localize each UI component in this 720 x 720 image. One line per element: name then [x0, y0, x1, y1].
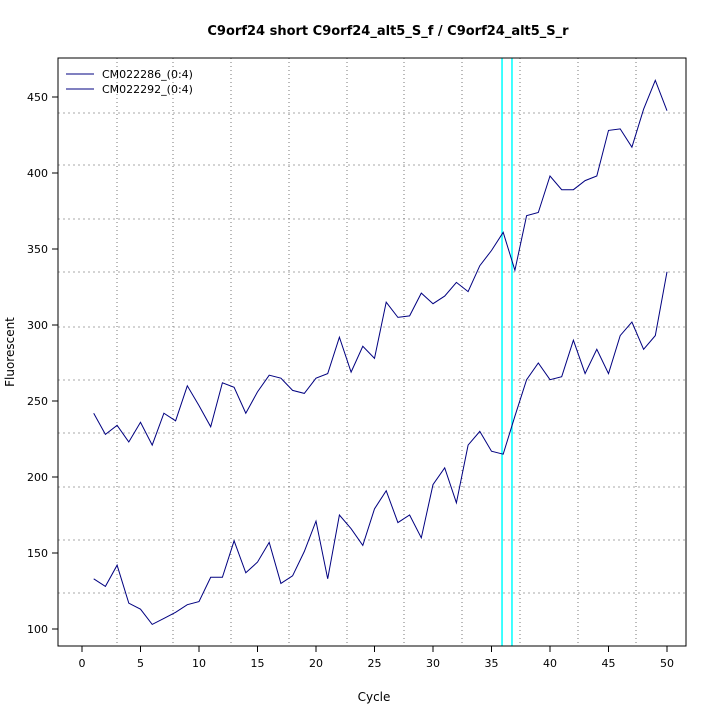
x-tick-label: 35	[485, 657, 499, 670]
legend-label-1: CM022292_(0:4)	[102, 83, 193, 96]
x-axis-label: Cycle	[358, 690, 391, 704]
x-tick-label: 15	[251, 657, 265, 670]
threshold-lines	[501, 58, 513, 646]
x-tick-label: 50	[660, 657, 674, 670]
plot-frame	[57, 57, 687, 647]
y-tick-label: 350	[27, 243, 48, 256]
grid	[58, 58, 686, 646]
x-tick-label: 40	[543, 657, 557, 670]
y-tick-label: 450	[27, 91, 48, 104]
chart-title: C9orf24 short C9orf24_alt5_S_f / C9orf24…	[207, 24, 569, 39]
y-tick-label: 150	[27, 547, 48, 560]
x-tick-label: 10	[192, 657, 206, 670]
axes: 0 5 10 15 20 25 30 35 40 45 50 100 150 200 250 300 350 40…	[27, 91, 674, 670]
series-line-1	[93, 271, 668, 626]
y-tick-label: 100	[27, 623, 48, 636]
y-tick-label: 300	[27, 319, 48, 332]
series-group	[93, 78, 668, 626]
x-tick-label: 20	[309, 657, 323, 670]
x-tick-label: 30	[426, 657, 440, 670]
x-tick-label: 5	[137, 657, 144, 670]
x-tick-label: 0	[79, 657, 86, 670]
legend-label-0: CM022286_(0:4)	[102, 68, 193, 81]
x-tick-label: 25	[368, 657, 382, 670]
y-tick-label: 250	[27, 395, 48, 408]
series-line-0	[93, 78, 668, 447]
y-axis-label: Fluorescent	[3, 317, 17, 387]
y-tick-label: 200	[27, 471, 48, 484]
y-tick-label: 400	[27, 167, 48, 180]
legend: CM022286_(0:4) CM022292_(0:4)	[66, 68, 193, 96]
x-tick-label: 45	[602, 657, 616, 670]
